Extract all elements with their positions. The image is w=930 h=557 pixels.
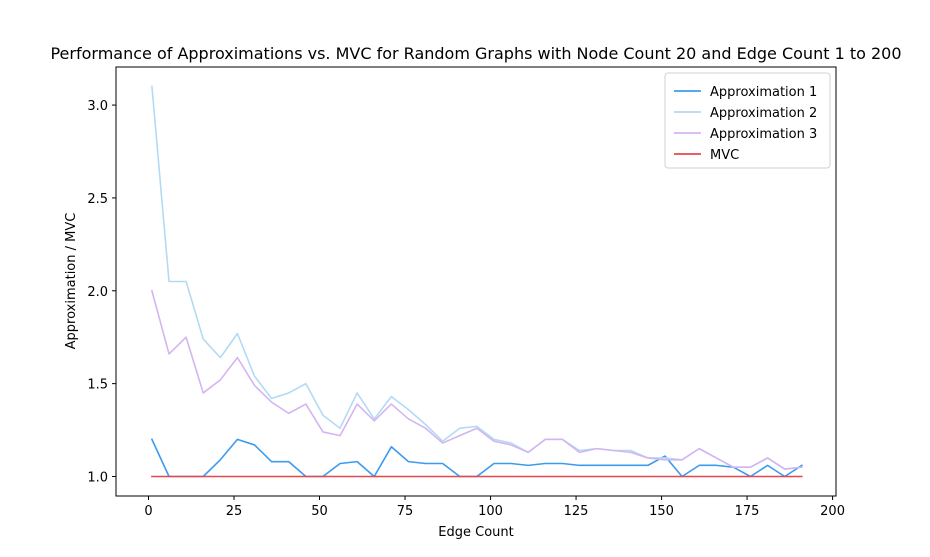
plot-lines: [150, 85, 803, 478]
chart-title: Performance of Approximations vs. MVC fo…: [50, 44, 901, 63]
x-tick-label: 75: [397, 504, 414, 519]
series-line-approximation-1: [150, 438, 803, 478]
x-axis: 0 25 50 75 100 125 150 175 200: [144, 496, 845, 519]
x-axis-label: Edge Count: [438, 525, 513, 540]
legend-label: Approximation 3: [710, 127, 817, 142]
plot-frame: [115, 66, 837, 497]
legend-label: Approximation 1: [710, 85, 817, 100]
x-tick-label: 0: [144, 504, 152, 519]
y-tick-label: 1.5: [87, 378, 108, 393]
y-tick-label: 3.0: [87, 99, 108, 114]
x-tick-label: 175: [735, 504, 760, 519]
y-tick-label: 1.0: [87, 471, 108, 486]
x-tick-label: 50: [311, 504, 328, 519]
y-tick-label: 2.0: [87, 285, 108, 300]
x-tick-label: 125: [564, 504, 589, 519]
x-tick-label: 100: [478, 504, 503, 519]
y-tick-label: 2.5: [87, 192, 108, 207]
legend-label: Approximation 2: [710, 106, 817, 121]
legend-box: [664, 72, 831, 169]
y-axis: 1.0 1.5 2.0 2.5 3.0: [87, 99, 116, 486]
x-tick-label: 200: [820, 504, 845, 519]
legend: Approximation 1 Approximation 2 Approximat…: [664, 72, 831, 169]
series-line-approximation-3: [150, 289, 803, 470]
x-tick-label: 150: [649, 504, 674, 519]
legend-label: MVC: [710, 148, 739, 163]
y-axis-label: Approximation / MVC: [64, 213, 79, 350]
x-tick-label: 25: [226, 504, 243, 519]
